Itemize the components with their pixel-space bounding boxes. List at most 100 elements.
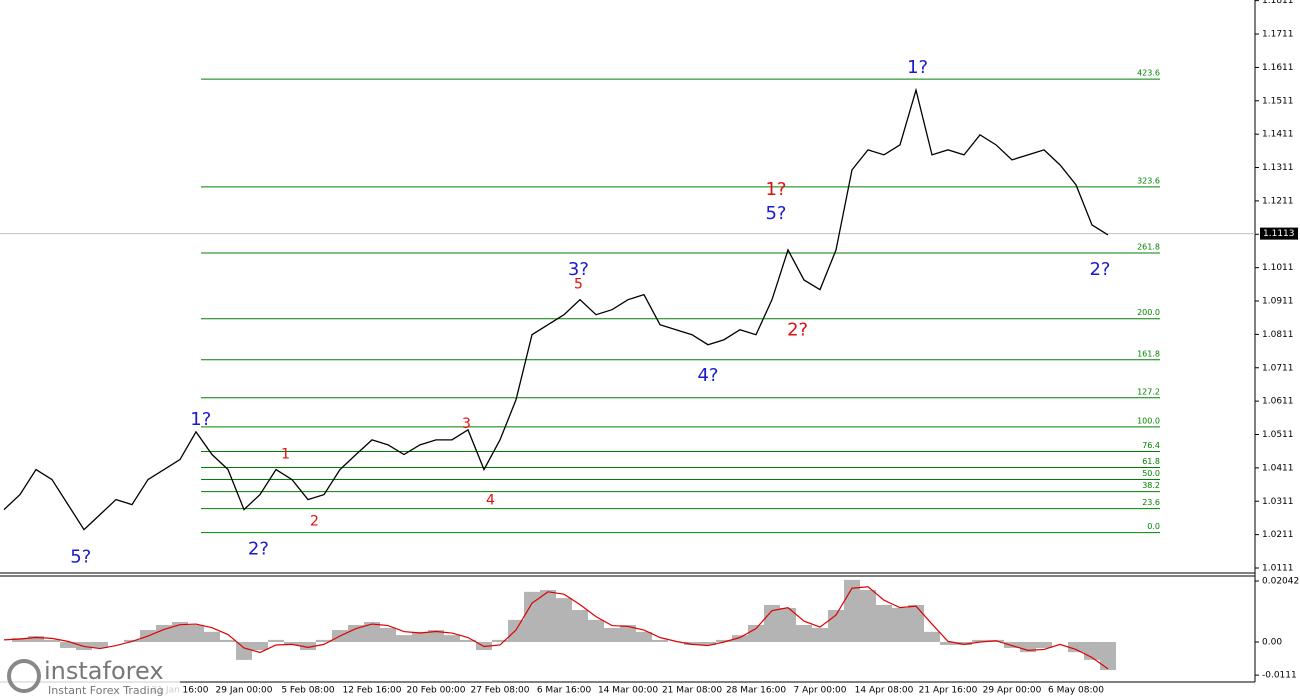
y-tick-label: 1.1411 xyxy=(1262,130,1294,140)
fib-label: 50.0 xyxy=(1142,469,1160,478)
y-tick-label: -0.0111 xyxy=(1262,671,1297,681)
wave-label: 1 xyxy=(281,447,290,463)
price-line xyxy=(3,87,1109,531)
x-tick-label: 29 Apr 00:00 xyxy=(983,686,1042,696)
histogram-bar xyxy=(1036,641,1052,648)
fib-label: 423.6 xyxy=(1137,69,1160,78)
y-tick-label: 1.0311 xyxy=(1262,497,1294,507)
y-tick-label: 1.1811 xyxy=(1262,0,1294,6)
histogram-bar xyxy=(1020,641,1036,653)
histogram-bar xyxy=(172,621,188,642)
y-tick-label: 0.02042 xyxy=(1262,577,1299,587)
fib-label: 38.2 xyxy=(1142,481,1160,490)
wave-label: 2? xyxy=(787,320,808,341)
fib-label: 23.6 xyxy=(1142,498,1160,507)
histogram-bar xyxy=(268,639,284,642)
x-tick-label: 29 Jan 00:00 xyxy=(216,686,273,696)
histogram-bar xyxy=(28,636,44,642)
x-tick-label: 27 Feb 08:00 xyxy=(470,686,529,696)
histogram-bar xyxy=(444,635,460,642)
x-tick-label: 21 Apr 16:00 xyxy=(919,686,978,696)
y-tick-label: 1.1511 xyxy=(1262,96,1294,106)
x-tick-label: 6 May 08:00 xyxy=(1048,686,1104,696)
fib-label: 200.0 xyxy=(1137,308,1160,317)
histogram-bar xyxy=(716,639,732,642)
wave-label: 1? xyxy=(190,409,211,430)
wave-label: 2 xyxy=(310,514,319,530)
histogram-bar xyxy=(620,624,636,642)
histogram-bar xyxy=(860,590,876,642)
histogram-bar xyxy=(956,641,972,645)
histogram-bar xyxy=(348,624,364,642)
x-tick-label: 5 Feb 08:00 xyxy=(281,686,335,696)
histogram-bar xyxy=(652,639,668,642)
histogram-bar xyxy=(428,630,444,642)
histogram-bar xyxy=(220,639,236,642)
y-tick-label: 1.1211 xyxy=(1262,196,1294,206)
wave-label: 1? xyxy=(765,179,786,200)
histogram-bar xyxy=(876,604,892,642)
histogram-bar xyxy=(780,607,796,642)
fib-label: 100.0 xyxy=(1137,416,1160,425)
histogram-bar xyxy=(156,624,172,642)
fib-label: 0.0 xyxy=(1147,522,1160,531)
fib-label: 76.4 xyxy=(1142,441,1160,450)
x-tick-label: 12 Feb 16:00 xyxy=(342,686,401,696)
histogram-bar xyxy=(908,604,924,642)
histogram-bar xyxy=(540,590,556,642)
histogram-bar xyxy=(364,621,380,642)
histogram-bar xyxy=(316,639,332,642)
histogram-bar xyxy=(556,598,572,642)
histogram-bar xyxy=(636,631,652,642)
watermark-tagline: Instant Forex Trading xyxy=(48,684,164,697)
histogram-bar xyxy=(508,619,524,642)
wave-label: 1? xyxy=(907,57,928,78)
watermark-logo xyxy=(7,659,41,693)
histogram-bar xyxy=(572,610,588,642)
x-tick-label: 28 Mar 16:00 xyxy=(726,686,786,696)
y-tick-label: 1.0611 xyxy=(1262,397,1294,407)
wave-label: 5? xyxy=(70,547,91,568)
histogram-bar xyxy=(284,641,300,645)
y-tick-label: 1.0411 xyxy=(1262,463,1294,473)
y-tick-label: 1.0711 xyxy=(1262,363,1294,373)
histogram-bar xyxy=(396,635,412,642)
histogram-bar xyxy=(60,641,76,648)
histogram-bar xyxy=(300,641,316,651)
histogram-bar xyxy=(588,619,604,642)
y-tick-label: 1.0511 xyxy=(1262,430,1294,440)
fib-label: 161.8 xyxy=(1137,349,1160,358)
y-tick-label: 1.0111 xyxy=(1262,563,1294,573)
histogram-bar xyxy=(460,639,476,642)
y-tick-label: 0.00 xyxy=(1262,637,1282,647)
current-price-label: 1.1113 xyxy=(1263,229,1295,239)
y-tick-label: 1.1311 xyxy=(1262,163,1294,173)
histogram-bar xyxy=(12,638,28,642)
wave-label: 4 xyxy=(486,493,495,509)
y-tick-label: 1.1711 xyxy=(1262,30,1294,40)
x-tick-label: 21 Jan 16:00 xyxy=(152,686,209,696)
histogram-bar xyxy=(940,641,956,645)
histogram-bar xyxy=(812,627,828,642)
histogram-bar xyxy=(684,641,700,645)
fib-label: 61.8 xyxy=(1142,457,1160,466)
histogram-bar xyxy=(700,641,716,645)
y-tick-label: 1.1011 xyxy=(1262,263,1294,273)
signal-line xyxy=(3,586,1109,670)
x-tick-label: 6 Mar 16:00 xyxy=(537,686,592,696)
histogram-bar xyxy=(524,591,540,642)
histogram-bar xyxy=(236,641,252,660)
watermark-name: instaforex xyxy=(44,657,164,685)
histogram-bar xyxy=(380,627,396,642)
histogram-bar xyxy=(748,624,764,642)
current-price-box xyxy=(1260,227,1298,240)
x-tick-label: 14 Mar 00:00 xyxy=(598,686,658,696)
x-tick-label: 20 Feb 00:00 xyxy=(406,686,465,696)
x-tick-label: 7 Apr 00:00 xyxy=(794,686,847,696)
histogram-bar xyxy=(44,639,60,642)
wave-label: 3 xyxy=(462,416,471,432)
wave-label: 3? xyxy=(568,259,589,280)
